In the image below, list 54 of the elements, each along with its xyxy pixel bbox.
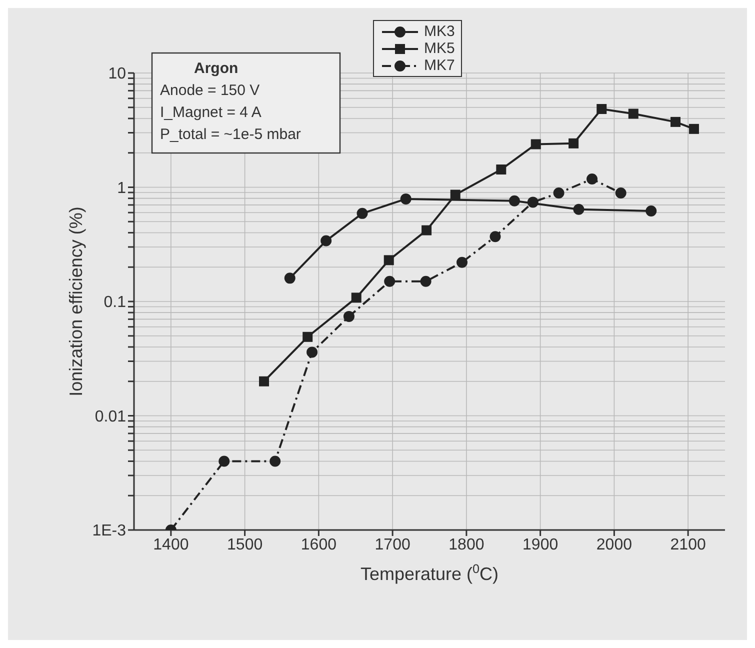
- point: [384, 255, 394, 266]
- point: [351, 292, 362, 303]
- point: [688, 124, 699, 134]
- point: [284, 272, 296, 284]
- annotation: P_total = ~1e-5 mbar: [160, 126, 301, 143]
- x-tick-label: 1500: [227, 536, 263, 554]
- point: [456, 256, 468, 268]
- point: [422, 225, 432, 236]
- y-tick-label: 10: [108, 66, 126, 83]
- y-axis-title: Ionization efficiency (%): [66, 206, 86, 396]
- point: [270, 456, 281, 467]
- x-axis-title: Temperature ($^{0}$C): [360, 562, 499, 584]
- legend-label: MK3: [424, 23, 455, 40]
- point: [628, 108, 638, 119]
- point: [615, 188, 626, 199]
- x-tick-label: 2100: [670, 536, 706, 554]
- y-tick-label: 1: [117, 180, 126, 197]
- point: [568, 138, 579, 148]
- point: [530, 139, 541, 150]
- point: [586, 174, 598, 185]
- point: [646, 205, 657, 216]
- point: [670, 116, 681, 127]
- annotation: I_Magnet = 4 A: [160, 104, 262, 121]
- x-tick-label: 2000: [596, 536, 632, 554]
- point: [573, 204, 584, 215]
- point: [356, 208, 368, 219]
- point: [508, 195, 520, 206]
- point: [496, 164, 506, 175]
- point: [400, 193, 412, 204]
- legend-label: MK7: [424, 57, 455, 74]
- point: [218, 456, 230, 467]
- point: [527, 196, 538, 208]
- x-tick-label: 1900: [522, 536, 558, 554]
- point: [343, 310, 354, 322]
- x-tick-label: 1800: [448, 536, 484, 554]
- y-tick-label: 1E-3: [92, 522, 126, 540]
- point: [596, 104, 607, 114]
- point: [450, 190, 460, 200]
- y-tick-label: 0.01: [94, 408, 126, 426]
- point: [384, 276, 396, 287]
- point: [306, 346, 318, 358]
- annotation: Anode = 150 V: [160, 82, 260, 99]
- point: [302, 332, 313, 342]
- y-tick-label: 0.1: [104, 294, 126, 312]
- point: [259, 376, 270, 386]
- point: [490, 231, 501, 242]
- point: [420, 276, 432, 287]
- x-tick-label: 1400: [153, 536, 189, 554]
- point: [553, 188, 564, 199]
- x-tick-label: 1700: [374, 536, 410, 554]
- point: [320, 235, 332, 246]
- x-tick-label: 1600: [300, 536, 337, 554]
- annotation: Argon: [194, 60, 238, 77]
- legend-label: MK5: [424, 40, 455, 57]
